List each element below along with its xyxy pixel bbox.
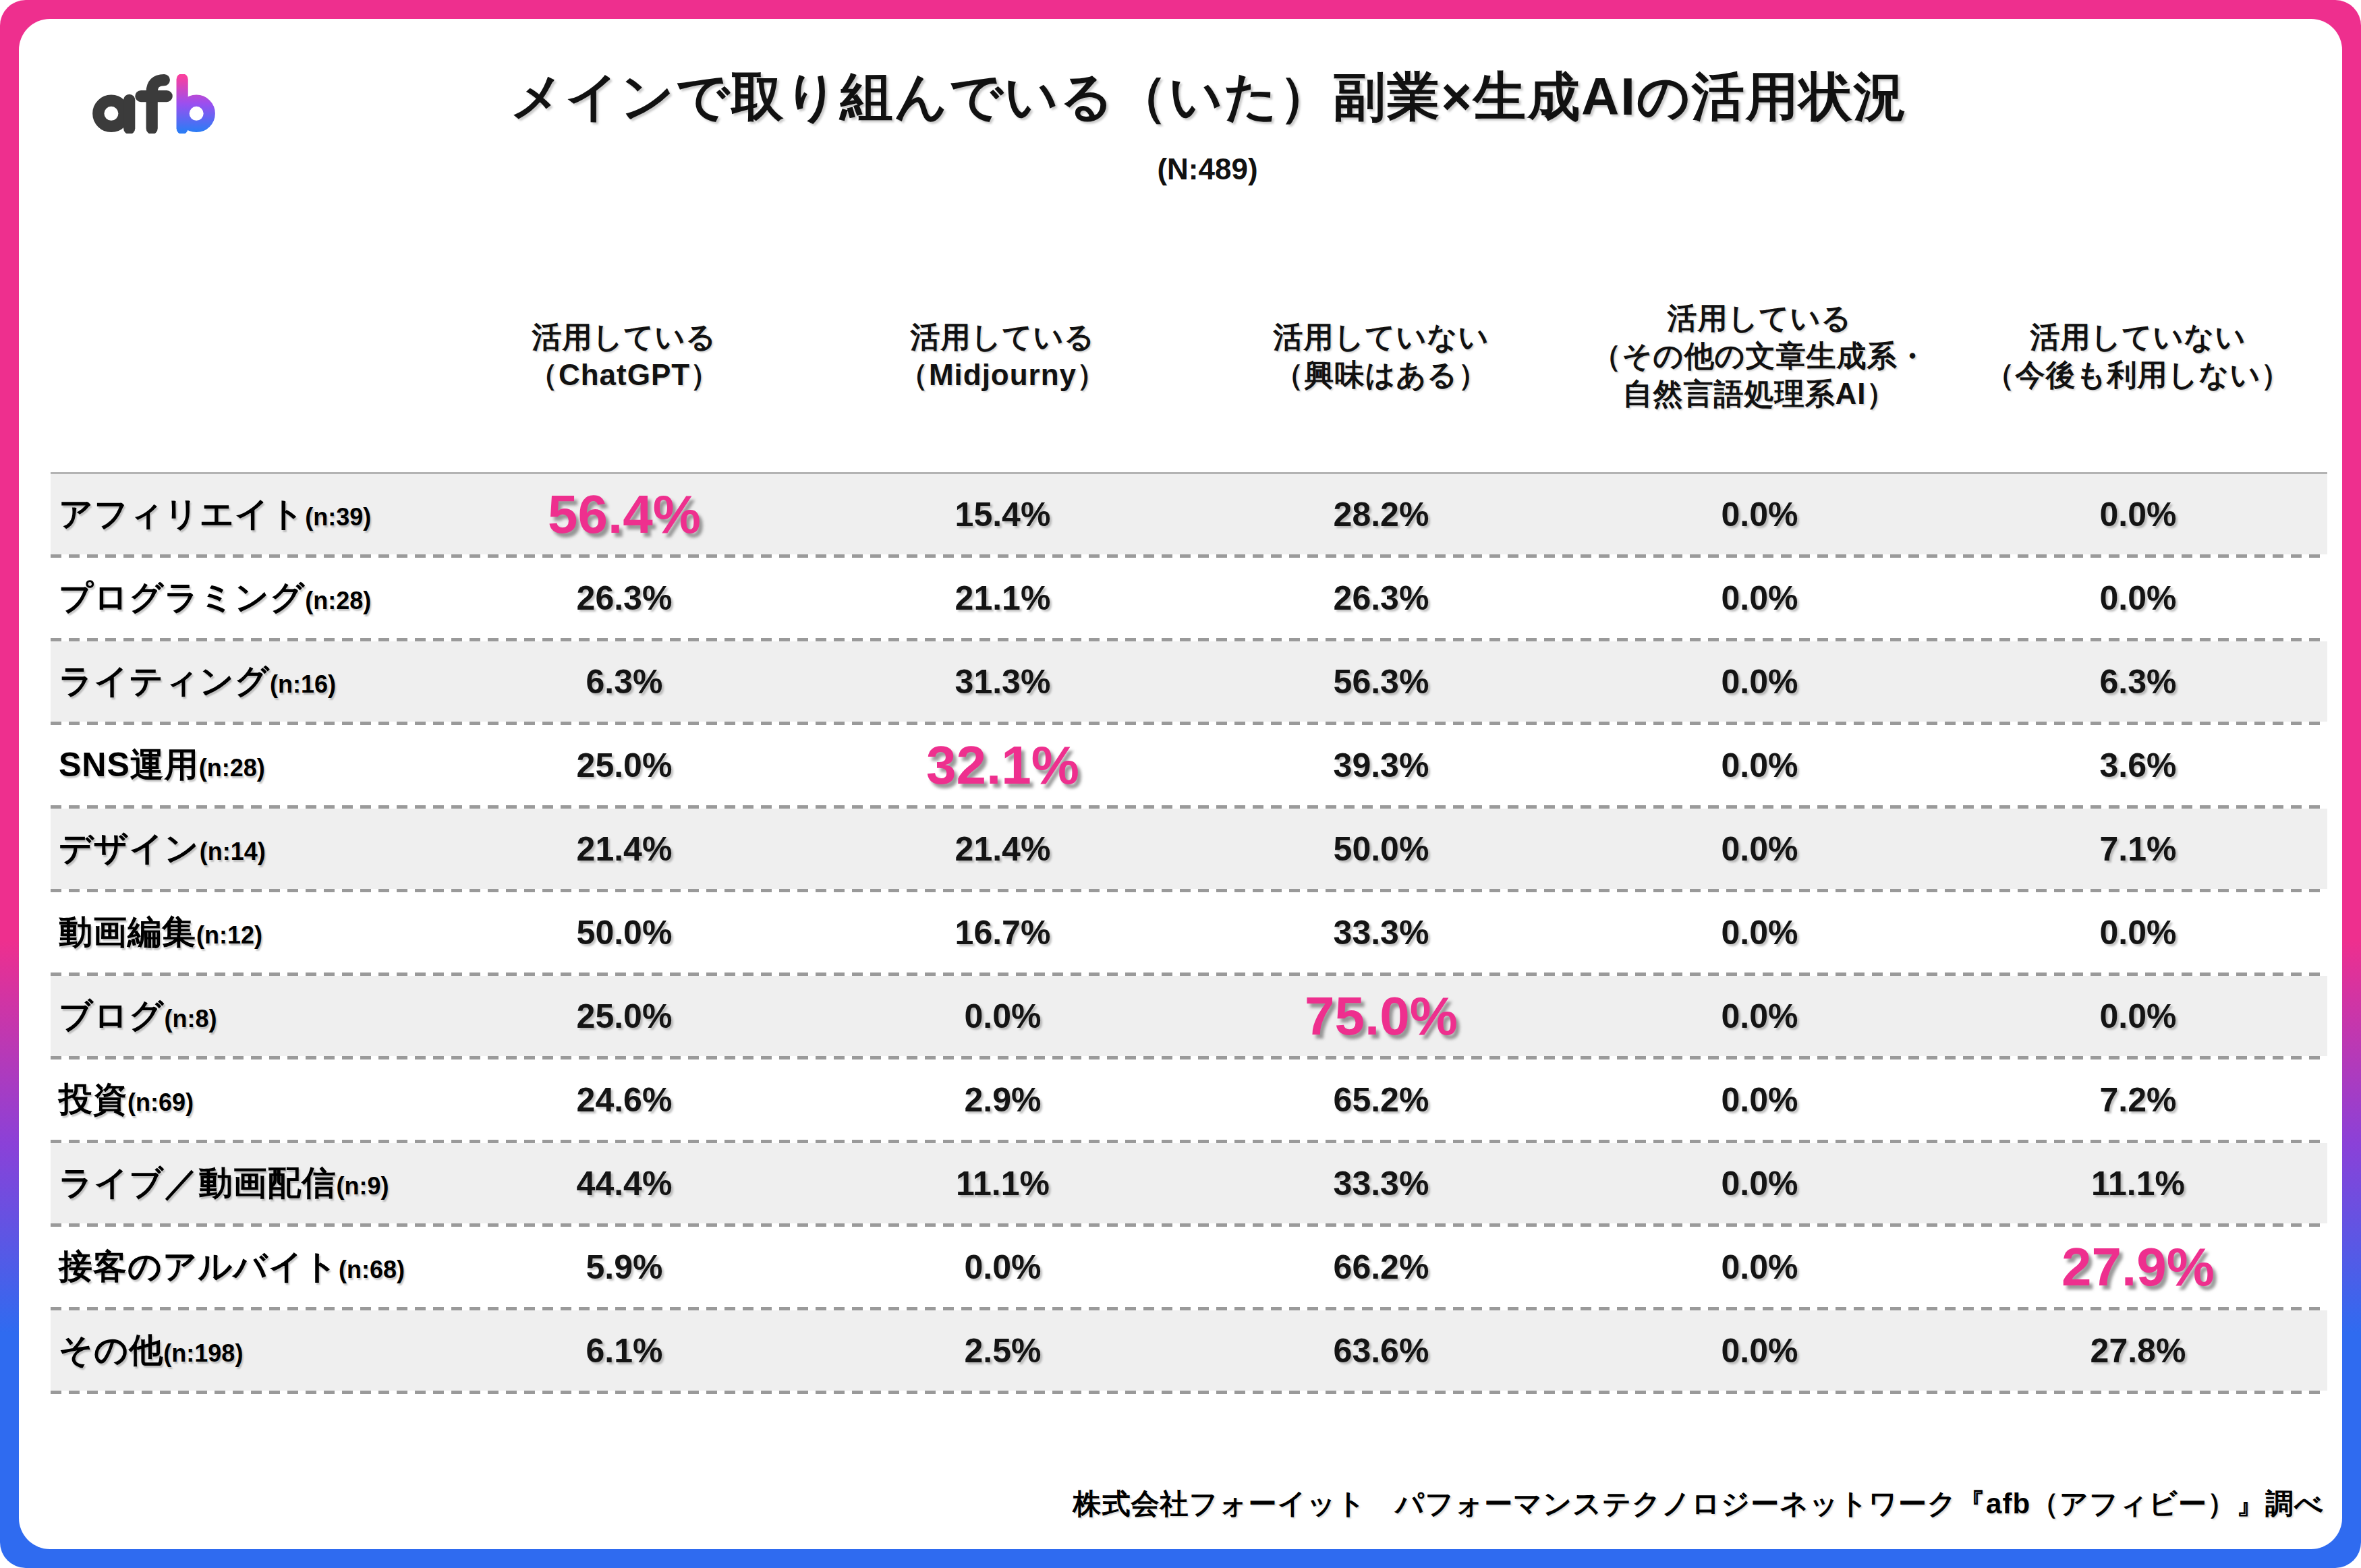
value-cell: 66.2% (1192, 1248, 1570, 1287)
value-cell: 0.0% (1570, 1248, 1949, 1287)
row-label: アフィリエイト(n:39) (51, 492, 435, 537)
table-row: 動画編集(n:12)50.0%16.7%33.3%0.0%0.0% (51, 892, 2327, 972)
value-cell: 28.2% (1192, 495, 1570, 534)
value-cell: 39.3% (1192, 746, 1570, 785)
value-cell: 0.0% (1570, 1080, 1949, 1120)
value-cell: 21.4% (435, 830, 814, 869)
value-cell: 0.0% (1570, 1164, 1949, 1203)
row-label: プログラミング(n:28) (51, 575, 435, 620)
header-spacer (51, 275, 435, 437)
value-cell: 6.3% (435, 662, 814, 701)
page-title: メインで取り組んでいる（いた）副業×生成AIの活用状況 (510, 62, 1908, 133)
value-cell-highlight: 27.9% (1949, 1236, 2327, 1298)
value-cell: 50.0% (435, 913, 814, 952)
table-row: SNS運用(n:28)25.0%32.1%39.3%0.0%3.6% (51, 725, 2327, 805)
value-cell: 27.8% (1949, 1331, 2327, 1370)
value-cell: 15.4% (814, 495, 1192, 534)
value-cell: 0.0% (1949, 579, 2327, 618)
row-label: SNS運用(n:28) (51, 743, 435, 788)
value-cell: 2.9% (814, 1080, 1192, 1120)
table-row: ブログ(n:8)25.0%0.0%75.0%0.0%0.0% (51, 976, 2327, 1056)
value-cell: 44.4% (435, 1164, 814, 1203)
value-cell: 0.0% (1570, 579, 1949, 618)
value-cell: 25.0% (435, 997, 814, 1036)
table-row: ライティング(n:16)6.3%31.3%56.3%0.0%6.3% (51, 641, 2327, 722)
value-cell: 33.3% (1192, 1164, 1570, 1203)
value-cell-highlight: 32.1% (814, 734, 1192, 796)
value-cell: 21.1% (814, 579, 1192, 618)
value-cell: 0.0% (1570, 1331, 1949, 1370)
afb-logo-af (98, 80, 167, 129)
value-cell: 24.6% (435, 1080, 814, 1120)
column-header-5: 活用していない（今後も利用しない） (1949, 275, 2327, 437)
value-cell: 7.2% (1949, 1080, 2327, 1120)
value-cell: 26.3% (435, 579, 814, 618)
row-label: 投資(n:69) (51, 1077, 435, 1122)
row-separator (51, 1391, 2327, 1394)
value-cell-highlight: 75.0% (1192, 985, 1570, 1047)
value-cell: 0.0% (1570, 662, 1949, 701)
value-cell: 0.0% (814, 1248, 1192, 1287)
value-cell: 0.0% (1570, 913, 1949, 952)
column-header-1: 活用している（ChatGPT） (435, 275, 814, 437)
infographic-page: メインで取り組んでいる（いた）副業×生成AIの活用状況 (N:489) 活用して… (0, 0, 2361, 1568)
data-table: アフィリエイト(n:39)56.4%15.4%28.2%0.0%0.0%プログラ… (51, 472, 2327, 1394)
value-cell: 25.0% (435, 746, 814, 785)
afb-logo (88, 74, 221, 134)
value-cell: 0.0% (814, 997, 1192, 1036)
value-cell: 63.6% (1192, 1331, 1570, 1370)
table-row: ライブ／動画配信(n:9)44.4%11.1%33.3%0.0%11.1% (51, 1143, 2327, 1223)
table-row: 投資(n:69)24.6%2.9%65.2%0.0%7.2% (51, 1059, 2327, 1140)
value-cell: 21.4% (814, 830, 1192, 869)
value-cell: 0.0% (1570, 830, 1949, 869)
table-row: 接客のアルバイト(n:68)5.9%0.0%66.2%0.0%27.9% (51, 1227, 2327, 1307)
value-cell: 56.3% (1192, 662, 1570, 701)
value-cell: 0.0% (1949, 495, 2327, 534)
sample-size: (N:489) (1157, 152, 1257, 186)
value-cell: 5.9% (435, 1248, 814, 1287)
value-cell: 0.0% (1949, 997, 2327, 1036)
value-cell: 6.1% (435, 1331, 814, 1370)
value-cell: 0.0% (1570, 997, 1949, 1036)
value-cell: 11.1% (814, 1164, 1192, 1203)
value-cell: 16.7% (814, 913, 1192, 952)
value-cell: 3.6% (1949, 746, 2327, 785)
afb-logo-b (182, 80, 209, 129)
value-cell: 6.3% (1949, 662, 2327, 701)
table-row: その他(n:198)6.1%2.5%63.6%0.0%27.8% (51, 1310, 2327, 1391)
column-header-3: 活用していない（興味はある） (1192, 275, 1570, 437)
table-row: プログラミング(n:28)26.3%21.1%26.3%0.0%0.0% (51, 558, 2327, 638)
row-label: ブログ(n:8) (51, 993, 435, 1039)
table-row: アフィリエイト(n:39)56.4%15.4%28.2%0.0%0.0% (51, 474, 2327, 554)
value-cell: 31.3% (814, 662, 1192, 701)
row-label: その他(n:198) (51, 1328, 435, 1373)
value-cell: 26.3% (1192, 579, 1570, 618)
row-label: デザイン(n:14) (51, 826, 435, 871)
source-note: 株式会社フォーイット パフォーマンステクノロジーネットワーク『afb（アフィビー… (1073, 1485, 2324, 1523)
column-headers: 活用している（ChatGPT）活用している（Midjourny）活用していない（… (51, 275, 2327, 437)
value-cell: 33.3% (1192, 913, 1570, 952)
row-label: 接客のアルバイト(n:68) (51, 1244, 435, 1289)
value-cell: 2.5% (814, 1331, 1192, 1370)
column-header-4: 活用している（その他の文章生成系・自然言語処理系AI） (1570, 275, 1949, 437)
value-cell: 0.0% (1949, 913, 2327, 952)
value-cell: 11.1% (1949, 1164, 2327, 1203)
value-cell: 0.0% (1570, 495, 1949, 534)
value-cell: 0.0% (1570, 746, 1949, 785)
column-header-2: 活用している（Midjourny） (814, 275, 1192, 437)
value-cell: 50.0% (1192, 830, 1570, 869)
row-label: 動画編集(n:12) (51, 910, 435, 955)
row-label: ライブ／動画配信(n:9) (51, 1161, 435, 1206)
value-cell: 65.2% (1192, 1080, 1570, 1120)
value-cell-highlight: 56.4% (435, 484, 814, 546)
table-row: デザイン(n:14)21.4%21.4%50.0%0.0%7.1% (51, 809, 2327, 889)
value-cell: 7.1% (1949, 830, 2327, 869)
row-label: ライティング(n:16) (51, 659, 435, 704)
